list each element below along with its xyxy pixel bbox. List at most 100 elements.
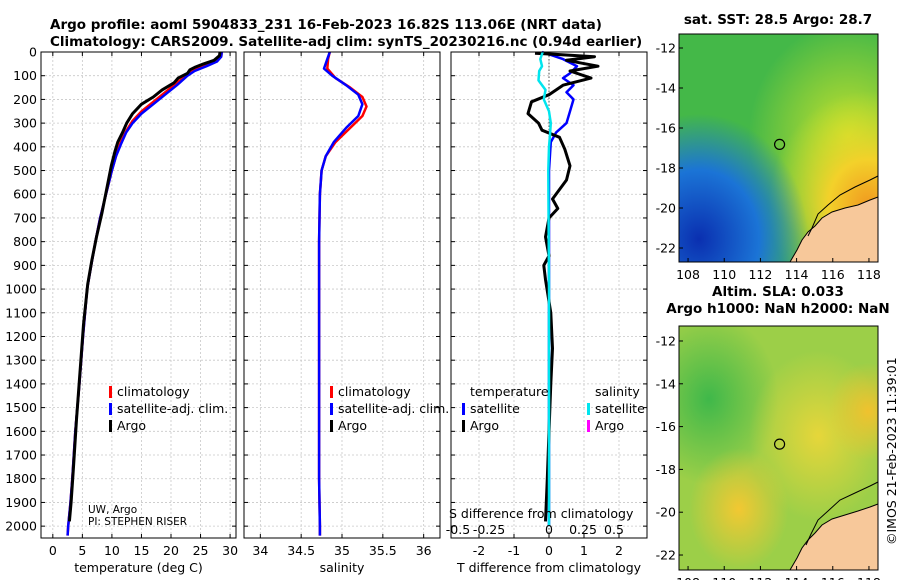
salinity-panel: 34 34.5 35 35.5 36 salinity xyxy=(243,51,441,575)
y-tick-label: 1300 xyxy=(5,353,37,368)
series-climatology xyxy=(317,51,368,536)
sst-shelf-contour xyxy=(807,175,879,237)
map-y-tick-label: -20 xyxy=(656,505,676,520)
legend-swatch-satellite xyxy=(330,403,333,415)
x-tick-label: 0 xyxy=(545,543,553,558)
y-tick-label: 1700 xyxy=(5,448,37,463)
x-tick-label: 30 xyxy=(222,543,238,558)
legend-argo: Argo xyxy=(338,418,367,433)
map-x-tick-label: 112 xyxy=(748,575,772,580)
legend-swatch-t-argo xyxy=(462,420,465,432)
series-satellite-adj-clim- xyxy=(317,51,364,536)
sla-land xyxy=(790,504,878,570)
series-temperature-argo xyxy=(526,51,600,522)
x-tick-label: 10 xyxy=(104,543,120,558)
s-diff-axis-label: S difference from climatology xyxy=(449,506,634,521)
y-tick-label: 900 xyxy=(13,258,37,273)
sla-coastline xyxy=(789,503,879,571)
legend-climatology: climatology xyxy=(338,384,411,399)
legend-salinity-title: salinity xyxy=(595,384,640,399)
map-x-tick-label: 114 xyxy=(785,575,809,580)
figure-title-line2: Climatology: CARS2009. Satellite-adj cli… xyxy=(50,34,642,50)
y-tick-label: 600 xyxy=(13,187,37,202)
legend-swatch-satellite xyxy=(109,403,112,415)
x-tick-label: 5 xyxy=(78,543,86,558)
x-axis-label: temperature (deg C) xyxy=(74,560,203,575)
legend-swatch-climatology xyxy=(109,386,112,398)
map-y-tick-label: -22 xyxy=(656,241,676,256)
map-y-tick-label: -20 xyxy=(656,201,676,216)
legend-satellite-adj: satellite-adj. clim. xyxy=(338,401,449,416)
x-tick-label: 25 xyxy=(193,543,209,558)
y-tick-label: 0 xyxy=(29,45,37,60)
map-x-tick-label: 118 xyxy=(857,575,881,580)
x-axis-label: salinity xyxy=(320,560,365,575)
figure-title-line1: Argo profile: aoml 5904833_231 16-Feb-20… xyxy=(50,17,602,33)
legend-satellite-adj: satellite-adj. clim. xyxy=(117,401,228,416)
x-tick-label: 34.5 xyxy=(287,543,315,558)
map-x-tick-label: 118 xyxy=(857,267,881,282)
map-x-tick-label: 110 xyxy=(712,575,736,580)
map-x-tick-label: 108 xyxy=(676,267,700,282)
y-tick-label: 1100 xyxy=(5,305,37,320)
imos-credit: ©IMOS 21-Feb-2023 11:39:01 xyxy=(884,357,899,545)
x-tick-label: 35 xyxy=(334,543,350,558)
x-tick-label: 0 xyxy=(49,543,57,558)
series-climatology xyxy=(66,51,224,536)
x-tick-label: 35.5 xyxy=(369,543,397,558)
map-x-tick-label: 116 xyxy=(821,267,845,282)
x-tick-label: 15 xyxy=(134,543,150,558)
sla-map-ticks: 108 110 112 114 116 118 -12 -14 -16 -18 -20 -22 xyxy=(656,333,881,580)
map-y-tick-label: -12 xyxy=(656,333,676,348)
sla-map-title-line2: Argo h1000: NaN h2000: NaN xyxy=(666,301,889,317)
y-tick-label: 200 xyxy=(13,92,37,107)
legend-t-satellite: satellite xyxy=(470,401,520,416)
map-y-tick-label: -22 xyxy=(656,548,676,563)
annotation-uw-argo: UW, Argo xyxy=(88,504,137,516)
sst-map-title: sat. SST: 28.5 Argo: 28.7 xyxy=(684,12,872,28)
legend-s-satellite: satellite xyxy=(595,401,645,416)
series-satellite-adj-clim- xyxy=(66,51,224,536)
temperature-legend: climatology satellite-adj. clim. Argo xyxy=(109,384,228,433)
legend-swatch-climatology xyxy=(330,386,333,398)
legend-temperature-title: temperature xyxy=(470,384,549,399)
sla-shelf-contour xyxy=(805,481,879,546)
y-tick-label: 1800 xyxy=(5,471,37,486)
axes-frame xyxy=(40,51,237,539)
y-tick-label: 2000 xyxy=(5,519,37,534)
legend-swatch-t-satellite xyxy=(462,403,465,415)
map-y-tick-label: -14 xyxy=(656,376,676,391)
sst-map-frame xyxy=(678,33,879,263)
x-tick-label: 2 xyxy=(615,543,623,558)
map-y-tick-label: -18 xyxy=(656,462,676,477)
y-tick-label: 1600 xyxy=(5,424,37,439)
legend-climatology: climatology xyxy=(117,384,190,399)
map-y-tick-label: -14 xyxy=(656,81,676,96)
legend-argo: Argo xyxy=(117,418,146,433)
sla-map xyxy=(678,325,879,571)
difference-panel: -2 -1 0 1 2 T difference from climatology xyxy=(450,50,648,575)
map-x-tick-label: 112 xyxy=(748,267,772,282)
sla-profile-marker xyxy=(773,438,786,450)
y-tick-label: 100 xyxy=(13,68,37,83)
sst-map-ticks: 108 110 112 114 116 118 -12 -14 -16 -18 -20 -22 xyxy=(656,41,881,283)
difference-legend-salinity: salinity satellite Argo xyxy=(587,384,645,433)
sst-map xyxy=(678,33,879,263)
map-x-tick-label: 108 xyxy=(676,575,700,580)
x-tick-label: 1 xyxy=(580,543,588,558)
map-y-tick-label: -18 xyxy=(656,161,676,176)
x-tick-label: 36 xyxy=(416,543,432,558)
map-y-tick-label: -16 xyxy=(656,121,676,136)
series-salinity-satellite xyxy=(537,51,553,527)
s-diff-tick: 0 xyxy=(545,522,553,537)
legend-t-argo: Argo xyxy=(470,418,499,433)
y-tick-label: 400 xyxy=(13,139,37,154)
annotation-pi: PI: STEPHEN RISER xyxy=(88,516,187,528)
map-x-tick-label: 116 xyxy=(821,575,845,580)
s-diff-tick: -0.25 xyxy=(473,522,505,537)
s-diff-tick: -0.5 xyxy=(446,522,470,537)
x-tick-label: -1 xyxy=(508,543,520,558)
x-tick-label: 20 xyxy=(163,543,179,558)
y-tick-label: 500 xyxy=(13,163,37,178)
